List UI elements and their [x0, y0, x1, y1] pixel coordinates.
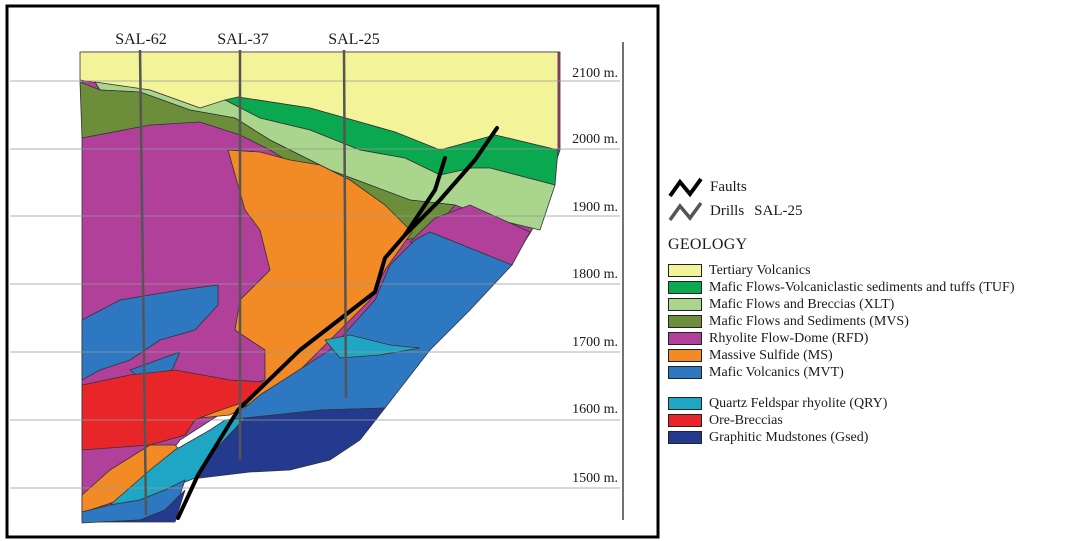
elevation-label: 1800 m.: [572, 267, 618, 282]
fault-symbol-icon: [668, 177, 703, 198]
legend-swatch: [668, 349, 702, 362]
legend-item-label: Mafic Flows and Breccias (XLT): [709, 297, 895, 312]
legend-item: Massive Sulfide (MS): [668, 347, 1063, 364]
legend-drills: Drills SAL-25: [668, 199, 1063, 223]
legend-item: Rhyolite Flow-Dome (RFD): [668, 330, 1063, 347]
legend-item-label: Quartz Feldspar rhyolite (QRY): [709, 396, 888, 411]
legend-item: Quartz Feldspar rhyolite (QRY): [668, 395, 1063, 412]
unit-gsed-right: [194, 407, 386, 479]
legend-swatch: [668, 397, 702, 410]
legend-drills-label: Drills: [710, 202, 745, 219]
unit-ore-breccia: [81, 369, 266, 451]
legend-swatch: [668, 431, 702, 444]
legend-swatch: [668, 366, 702, 379]
legend-item-label: Rhyolite Flow-Dome (RFD): [709, 331, 869, 346]
legend-item: Ore-Breccias: [668, 412, 1063, 429]
fault-main: [176, 126, 499, 520]
unit-mvt-left: [81, 284, 219, 381]
legend-item: Tertiary Volcanics: [668, 262, 1063, 279]
drill-label: SAL-37: [217, 31, 269, 48]
elevation-label: 2000 m.: [572, 132, 618, 147]
drill-trace-sal-62: [138, 49, 148, 516]
legend-swatch: [668, 264, 702, 277]
legend-faults: Faults: [668, 175, 1063, 199]
elevation-label: 2100 m.: [572, 66, 618, 81]
drill-symbol-icon: [668, 201, 703, 222]
drill-trace-sal-25: [342, 49, 348, 399]
legend-item: Mafic Volcanics (MVT): [668, 364, 1063, 381]
elevation-lines: [10, 80, 620, 489]
elevation-labels: 2100 m. 2000 m. 1900 m. 1800 m. 1700 m. …: [572, 66, 618, 486]
section-frame: [5, 4, 660, 539]
legend-swatch: [668, 332, 702, 345]
legend-item: Mafic Flows-Volcaniclastic sediments and…: [668, 279, 1063, 296]
drill-label: SAL-25: [328, 31, 380, 48]
elevation-label: 1700 m.: [572, 335, 618, 350]
drill-holes: [138, 49, 348, 516]
legend-item-label: Mafic Flows and Sediments (MVS): [709, 314, 909, 329]
legend-swatch: [668, 298, 702, 311]
legend: Faults Drills SAL-25 GEOLOGY Tertiary Vo…: [668, 175, 1063, 446]
legend-swatch: [668, 281, 702, 294]
legend-item: Mafic Flows and Sediments (MVS): [668, 313, 1063, 330]
elevation-label: 1600 m.: [572, 402, 618, 417]
legend-item-label: Mafic Volcanics (MVT): [709, 365, 844, 380]
legend-item-label: Ore-Breccias: [709, 413, 783, 428]
legend-title: GEOLOGY: [668, 236, 748, 253]
elevation-label: 1500 m.: [572, 471, 618, 486]
geology-units: [79, 51, 561, 524]
legend-item: Mafic Flows and Breccias (XLT): [668, 296, 1063, 313]
legend-drills-example: SAL-25: [754, 202, 803, 219]
legend-item: Graphitic Mudstones (Gsed): [668, 429, 1063, 446]
legend-swatch: [668, 414, 702, 427]
legend-units-secondary: Quartz Feldspar rhyolite (QRY) Ore-Brecci…: [668, 395, 1063, 446]
fault-secondary: [403, 156, 447, 237]
drill-label: SAL-62: [115, 31, 167, 48]
legend-item-label: Tertiary Volcanics: [709, 263, 811, 278]
legend-item-label: Graphitic Mudstones (Gsed): [709, 430, 869, 445]
legend-item-label: Massive Sulfide (MS): [709, 348, 833, 363]
unit-gsed-left: [99, 489, 186, 523]
legend-item-label: Mafic Flows-Volcaniclastic sediments and…: [709, 280, 1015, 295]
legend-swatch: [668, 315, 702, 328]
elevation-label: 1900 m.: [572, 200, 618, 215]
drill-labels: SAL-62 SAL-37 SAL-25: [115, 31, 380, 48]
legend-faults-label: Faults: [710, 178, 747, 195]
legend-units: Tertiary Volcanics Mafic Flows-Volcanicla…: [668, 262, 1063, 381]
faults: [176, 126, 499, 520]
